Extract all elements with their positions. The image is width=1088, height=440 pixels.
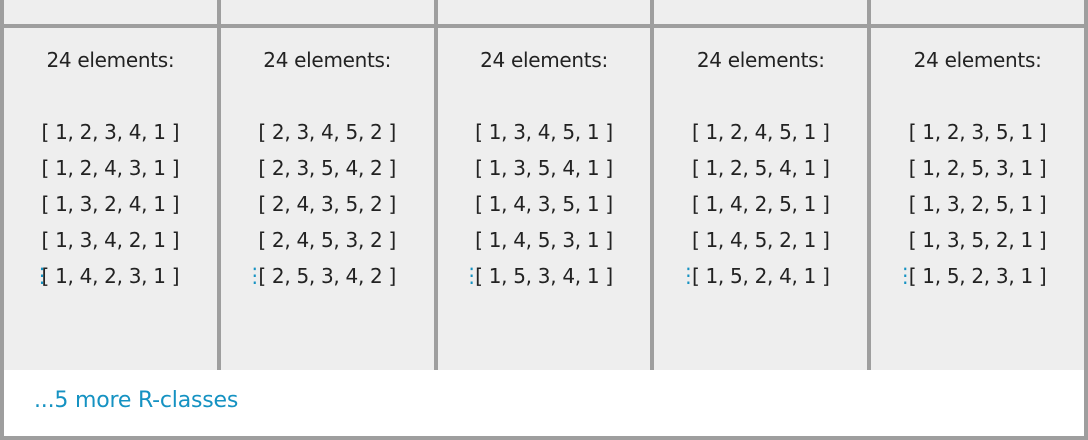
permutation-item: [ 1, 2, 5, 4, 1 ] bbox=[691, 156, 830, 180]
permutation-item: [ 1, 2, 4, 3, 1 ] bbox=[41, 156, 180, 180]
permutation-item: [ 1, 3, 5, 2, 1 ] bbox=[908, 228, 1047, 252]
permutation-item: [ 2, 3, 5, 4, 2 ] bbox=[258, 156, 397, 180]
permutation-list: [ 1, 2, 4, 5, 1 ] [ 1, 2, 5, 4, 1 ] [ 1,… bbox=[654, 114, 867, 294]
permutation-list: [ 1, 3, 4, 5, 1 ] [ 1, 3, 5, 4, 1 ] [ 1,… bbox=[438, 114, 651, 294]
more-r-classes-link[interactable]: ...5 more R-classes bbox=[34, 388, 239, 413]
column-body: 24 elements: [ 1, 3, 4, 5, 1 ] [ 1, 3, 5… bbox=[438, 28, 651, 370]
permutation-item: [ 1, 5, 2, 4, 1 ] bbox=[691, 264, 830, 288]
r-class-grid: 24 elements: [ 1, 2, 3, 4, 1 ] [ 1, 2, 4… bbox=[0, 0, 1088, 370]
permutation-item: [ 2, 4, 5, 3, 2 ] bbox=[258, 228, 397, 252]
permutation-list: [ 2, 3, 4, 5, 2 ] [ 2, 3, 5, 4, 2 ] [ 2,… bbox=[221, 114, 434, 294]
permutation-item: [ 1, 5, 3, 4, 1 ] bbox=[475, 264, 613, 288]
permutation-item: [ 1, 3, 4, 5, 1 ] bbox=[475, 120, 613, 144]
column-divider bbox=[437, 24, 651, 28]
permutation-item: [ 1, 3, 2, 5, 1 ] bbox=[908, 192, 1047, 216]
r-class-column: 24 elements: [ 1, 2, 3, 4, 1 ] [ 1, 2, 4… bbox=[4, 0, 217, 370]
permutation-item: [ 1, 2, 5, 3, 1 ] bbox=[908, 156, 1047, 180]
permutation-list: [ 1, 2, 3, 4, 1 ] [ 1, 2, 4, 3, 1 ] [ 1,… bbox=[4, 114, 217, 294]
column-divider bbox=[654, 24, 868, 28]
permutation-item: [ 1, 4, 5, 3, 1 ] bbox=[475, 228, 613, 252]
permutation-item: [ 2, 4, 3, 5, 2 ] bbox=[258, 192, 397, 216]
column-body: 24 elements: [ 1, 2, 4, 5, 1 ] [ 1, 2, 5… bbox=[654, 28, 867, 370]
column-divider bbox=[220, 24, 434, 28]
r-class-column: 24 elements: [ 1, 2, 4, 5, 1 ] [ 1, 2, 5… bbox=[654, 0, 868, 370]
element-count-label: 24 elements: bbox=[46, 48, 175, 72]
permutation-item: [ 1, 4, 3, 5, 1 ] bbox=[475, 192, 613, 216]
footer-bar: ...5 more R-classes bbox=[0, 370, 1088, 440]
element-count-label: 24 elements: bbox=[263, 48, 392, 72]
permutation-list: [ 1, 2, 3, 5, 1 ] [ 1, 2, 5, 3, 1 ] [ 1,… bbox=[871, 114, 1084, 294]
vertical-ellipsis-icon[interactable]: ⋮ bbox=[895, 263, 916, 287]
column-divider bbox=[871, 24, 1084, 28]
permutation-item: [ 1, 4, 2, 3, 1 ] bbox=[41, 264, 180, 288]
column-body: 24 elements: [ 1, 2, 3, 4, 1 ] [ 1, 2, 4… bbox=[4, 28, 217, 370]
vertical-ellipsis-icon[interactable]: ⋮ bbox=[461, 263, 482, 287]
column-body: 24 elements: [ 1, 2, 3, 5, 1 ] [ 1, 2, 5… bbox=[871, 28, 1084, 370]
column-body: 24 elements: [ 2, 3, 4, 5, 2 ] [ 2, 3, 5… bbox=[221, 28, 434, 370]
vertical-ellipsis-icon[interactable]: ⋮ bbox=[32, 263, 52, 287]
permutation-item: [ 1, 2, 4, 5, 1 ] bbox=[691, 120, 830, 144]
permutation-item: [ 1, 4, 5, 2, 1 ] bbox=[691, 228, 830, 252]
permutation-item: [ 2, 3, 4, 5, 2 ] bbox=[258, 120, 397, 144]
r-class-column: 24 elements: [ 1, 2, 3, 5, 1 ] [ 1, 2, 5… bbox=[871, 0, 1084, 370]
element-count-label: 24 elements: bbox=[696, 48, 825, 72]
r-class-column: 24 elements: [ 1, 3, 4, 5, 1 ] [ 1, 3, 5… bbox=[437, 0, 651, 370]
column-divider bbox=[4, 24, 217, 28]
permutation-item: [ 1, 3, 5, 4, 1 ] bbox=[475, 156, 613, 180]
permutation-item: [ 1, 5, 2, 3, 1 ] bbox=[908, 264, 1047, 288]
vertical-ellipsis-icon[interactable]: ⋮ bbox=[678, 263, 699, 287]
permutation-item: [ 1, 3, 2, 4, 1 ] bbox=[41, 192, 180, 216]
r-class-column: 24 elements: [ 2, 3, 4, 5, 2 ] [ 2, 3, 5… bbox=[220, 0, 434, 370]
permutation-item: [ 1, 4, 2, 5, 1 ] bbox=[691, 192, 830, 216]
vertical-ellipsis-icon[interactable]: ⋮ bbox=[244, 263, 265, 287]
element-count-label: 24 elements: bbox=[480, 48, 608, 72]
permutation-item: [ 1, 3, 4, 2, 1 ] bbox=[41, 228, 180, 252]
permutation-item: [ 2, 5, 3, 4, 2 ] bbox=[258, 264, 397, 288]
element-count-label: 24 elements: bbox=[913, 48, 1042, 72]
permutation-item: [ 1, 2, 3, 5, 1 ] bbox=[908, 120, 1047, 144]
permutation-item: [ 1, 2, 3, 4, 1 ] bbox=[41, 120, 180, 144]
